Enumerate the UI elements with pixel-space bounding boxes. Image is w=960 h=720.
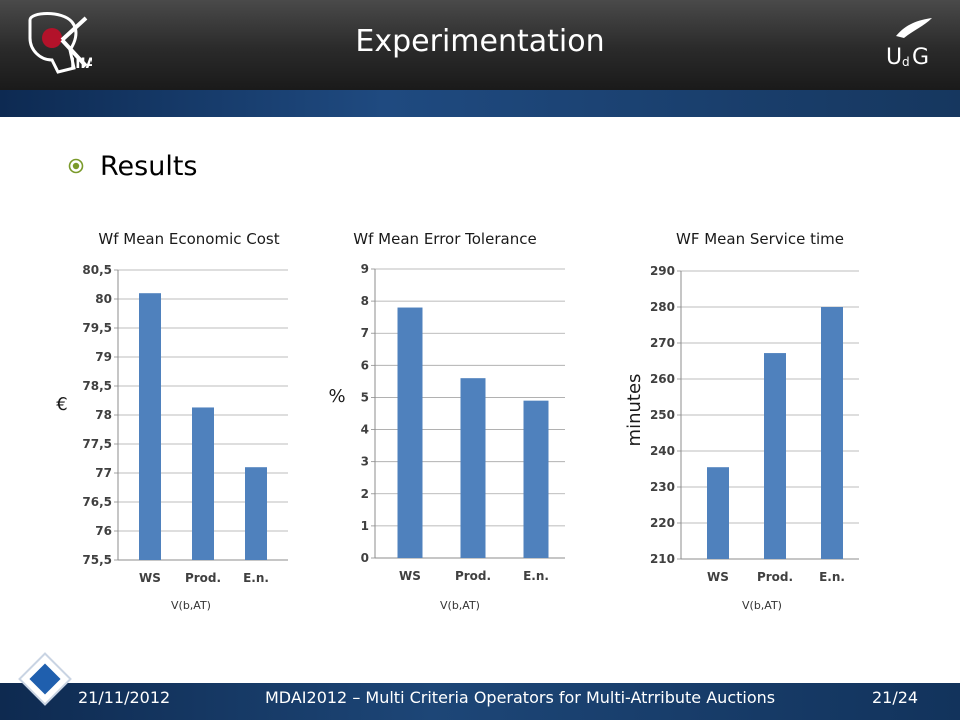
x-category-label: E.n.: [819, 570, 845, 584]
y-tick-label: 290: [650, 264, 675, 278]
y-tick-label: 80: [95, 292, 112, 306]
x-category-label: E.n.: [523, 569, 549, 583]
y-tick-label: 1: [361, 519, 369, 533]
y-tick-label: 250: [650, 408, 675, 422]
y-tick-label: 77,5: [82, 437, 112, 451]
y-tick-label: 9: [361, 262, 369, 276]
y-tick-label: 77: [95, 466, 112, 480]
y-tick-label: 270: [650, 336, 675, 350]
y-tick-label: 75,5: [82, 553, 112, 567]
x-axis-label: V(b,AT): [440, 599, 480, 612]
x-category-label: WS: [139, 571, 161, 585]
x-axis-label: V(b,AT): [742, 599, 782, 612]
bar-en.: [523, 400, 549, 558]
bar-prod: [764, 353, 786, 559]
svg-text:d: d: [902, 55, 910, 69]
y-tick-label: 76: [95, 524, 112, 538]
svg-text:IIIA: IIIA: [70, 56, 92, 72]
chart-title: Wf Mean Economic Cost: [98, 230, 279, 248]
header-band: [0, 90, 960, 117]
y-tick-label: 5: [361, 390, 369, 404]
svg-text:U: U: [886, 45, 902, 70]
y-tick-label: 8: [361, 294, 369, 308]
y-tick-label: 78,5: [82, 379, 112, 393]
bar-ws: [397, 307, 423, 558]
y-tick-label: 2: [361, 487, 369, 501]
error-tolerance-chart: Wf Mean Error Tolerance 0 1 2 3 4 5 6 7 8 9 WS Prod.…: [328, 230, 575, 612]
bar-prod: [460, 378, 486, 558]
x-category-label: Prod.: [757, 570, 793, 584]
y-tick-label: 79: [95, 350, 112, 364]
footer-page-number: 21/24: [872, 688, 919, 707]
footer-bar: [0, 683, 960, 720]
y-tick-label: 6: [361, 358, 369, 372]
results-label: Results: [100, 150, 198, 182]
y-tick-label: 230: [650, 480, 675, 494]
y-tick-label: 260: [650, 372, 675, 386]
y-axis-label: %: [328, 386, 345, 407]
bar-en.: [245, 467, 267, 560]
y-tick-label: 240: [650, 444, 675, 458]
y-tick-label: 80,5: [82, 263, 112, 277]
service-time-chart: WF Mean Service time 210 220 230 240 250 260 27…: [624, 230, 869, 612]
bar-en.: [821, 307, 843, 559]
circle-bullet-icon: [68, 158, 84, 174]
y-axis-label: minutes: [624, 374, 645, 447]
y-tick-label: 0: [361, 551, 369, 565]
y-tick-label: 7: [361, 326, 369, 340]
y-tick-label: 3: [361, 455, 369, 469]
x-category-label: WS: [399, 569, 421, 583]
economic-cost-chart: Wf Mean Economic Cost 75,5 76 76,5 77 77,5 78 7…: [56, 230, 298, 612]
footer-date: 21/11/2012: [78, 688, 171, 707]
page-title: Experimentation: [355, 24, 605, 59]
y-tick-label: 220: [650, 516, 675, 530]
y-tick-label: 79,5: [82, 321, 112, 335]
y-tick-label: 280: [650, 300, 675, 314]
bar-prod: [192, 407, 214, 560]
diamond-logo-icon: [18, 652, 72, 706]
x-category-label: E.n.: [243, 571, 269, 585]
results-heading: Results: [68, 146, 198, 186]
header-bar: IIIA Experimentation U d G: [0, 0, 960, 90]
svg-text:G: G: [912, 45, 929, 70]
y-tick-label: 4: [361, 423, 369, 437]
chart-title: WF Mean Service time: [676, 230, 844, 248]
x-category-label: Prod.: [185, 571, 221, 585]
bar-ws: [707, 467, 729, 559]
iiia-logo-icon: IIIA: [28, 12, 92, 74]
y-tick-label: 76,5: [82, 495, 112, 509]
x-axis-label: V(b,AT): [171, 599, 211, 612]
x-category-label: WS: [707, 570, 729, 584]
y-tick-label: 78: [95, 408, 112, 422]
udg-logo-icon: U d G: [886, 18, 932, 70]
chart-title: Wf Mean Error Tolerance: [353, 230, 536, 248]
y-tick-label: 210: [650, 552, 675, 566]
y-axis-label: €: [56, 394, 67, 415]
x-category-label: Prod.: [455, 569, 491, 583]
bar-ws: [139, 293, 161, 560]
footer-conference: MDAI2012 – Multi Criteria Operators for …: [265, 688, 776, 707]
